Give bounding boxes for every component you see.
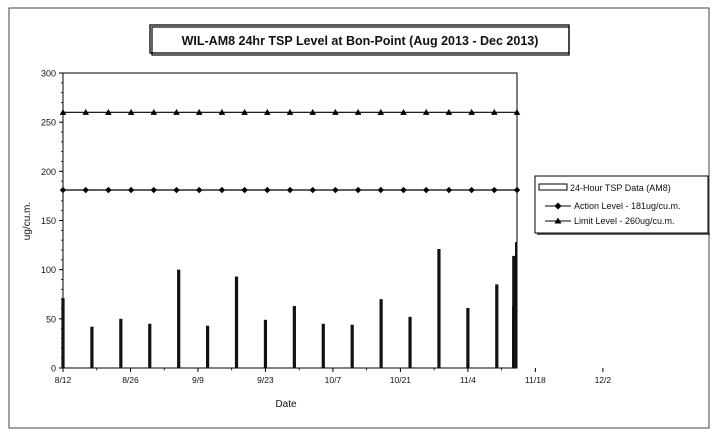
action-level-marker: [491, 186, 498, 194]
legend-marker-diamond: [554, 202, 562, 210]
tsp-bar: [206, 325, 210, 368]
x-tick-label: 9/9: [192, 375, 204, 385]
x-tick-label: 11/18: [525, 375, 546, 385]
limit-level-marker: [400, 108, 407, 115]
x-axis-title: Date: [275, 399, 297, 410]
limit-level-marker: [309, 108, 316, 115]
tsp-bar: [321, 323, 325, 368]
y-tick-label: 300: [41, 69, 56, 79]
action-level-marker: [377, 186, 384, 194]
action-level-marker: [445, 186, 453, 194]
limit-level-marker: [445, 108, 453, 115]
y-tick-label: 100: [41, 265, 56, 275]
limit-level-marker: [127, 108, 135, 115]
tsp-bar: [437, 249, 441, 368]
tsp-bar: [263, 319, 268, 368]
level-lines: [59, 108, 521, 194]
action-level-marker: [59, 186, 67, 194]
action-level-marker: [286, 186, 294, 194]
tsp-bar: [234, 276, 239, 368]
action-level-marker: [332, 186, 339, 194]
y-axis: 0 50 100 150 200 250 300: [41, 69, 63, 374]
action-level-marker: [468, 186, 475, 194]
plot-area: 0 50 100 150 200 250 300 8/12 8/26 9/9 9/23 10/7 10…: [41, 69, 611, 386]
tsp-bar: [61, 298, 65, 368]
tsp-bar: [350, 324, 354, 368]
limit-level-marker: [513, 108, 521, 115]
x-tick-label: 12/2: [595, 375, 612, 385]
title-box: [149, 24, 570, 54]
limit-level-marker: [105, 108, 112, 115]
tsp-bar: [119, 318, 123, 368]
limit-level-marker: [173, 108, 180, 115]
tsp-bar: [379, 299, 383, 368]
y-axis-title: ug/cu.m.: [22, 202, 33, 240]
tsp-bar: [495, 284, 499, 368]
tsp-bar: [515, 242, 518, 368]
legend-marker-triangle: [554, 217, 562, 224]
legend-swatch-tsp: [538, 183, 568, 191]
action-level-marker: [150, 186, 157, 194]
limit-level-marker: [286, 108, 294, 115]
action-level-marker: [105, 186, 112, 194]
action-level-marker: [423, 186, 430, 194]
limit-level-marker: [195, 108, 203, 115]
action-level-marker: [354, 186, 362, 194]
limit-level-marker: [354, 108, 362, 115]
legend-label-limit: Limit Level - 260ug/cu.m.: [574, 216, 675, 226]
y-tick-label: 0: [51, 364, 56, 374]
tsp-bar: [90, 326, 94, 368]
bar-series: [61, 242, 518, 368]
limit-level-marker: [377, 108, 385, 115]
action-level-marker: [173, 186, 180, 194]
tsp-bar: [292, 306, 296, 368]
x-tick-label: 8/12: [55, 375, 72, 385]
action-level-marker: [82, 186, 89, 194]
y-tick-label: 50: [46, 314, 56, 324]
action-level-marker: [513, 186, 521, 194]
action-level-marker: [264, 186, 271, 194]
action-level-marker: [309, 186, 316, 194]
chart-title: WIL-AM8 24hr TSP Level at Bon-Point (Aug…: [182, 34, 539, 48]
tsp-bar: [466, 308, 470, 368]
x-tick-label: 8/26: [122, 375, 139, 385]
tsp-bar: [148, 323, 152, 368]
y-tick-label: 150: [41, 216, 56, 226]
y-tick-label: 200: [41, 167, 56, 177]
legend: 24-Hour TSP Data (AM8) Action Level - 18…: [534, 175, 710, 235]
legend-label-action: Action Level - 181ug/cu.m.: [574, 201, 681, 211]
action-level-marker: [196, 186, 203, 194]
x-tick-label: 10/21: [390, 375, 412, 385]
plot-border: [62, 72, 518, 369]
limit-level-marker: [332, 108, 339, 115]
action-level-marker: [241, 186, 248, 194]
limit-level-marker: [82, 108, 89, 115]
limit-level-marker: [468, 108, 475, 115]
action-level-marker: [218, 186, 226, 194]
tsp-bar: [512, 321, 516, 368]
limit-level-marker: [491, 108, 498, 115]
action-level-marker: [127, 186, 135, 194]
tsp-bar: [408, 316, 412, 368]
action-level-marker: [400, 186, 407, 194]
y-tick-label: 250: [41, 118, 56, 128]
limit-level-marker: [150, 108, 158, 115]
x-tick-label: 11/4: [460, 375, 476, 385]
limit-level-marker: [241, 108, 248, 115]
limit-level-marker: [59, 108, 67, 115]
figure-border: [8, 7, 710, 429]
tsp-bar: [177, 269, 181, 368]
x-tick-label: 9/23: [257, 375, 274, 385]
limit-level-marker: [218, 108, 226, 115]
x-tick-label: 10/7: [325, 375, 342, 385]
limit-level-marker: [422, 108, 430, 115]
x-axis: 8/12 8/26 9/9 9/23 10/7 10/21 11/4 11/18 12/2: [55, 368, 612, 385]
limit-level-marker: [264, 108, 271, 115]
legend-label-tsp: 24-Hour TSP Data (AM8): [570, 183, 671, 193]
